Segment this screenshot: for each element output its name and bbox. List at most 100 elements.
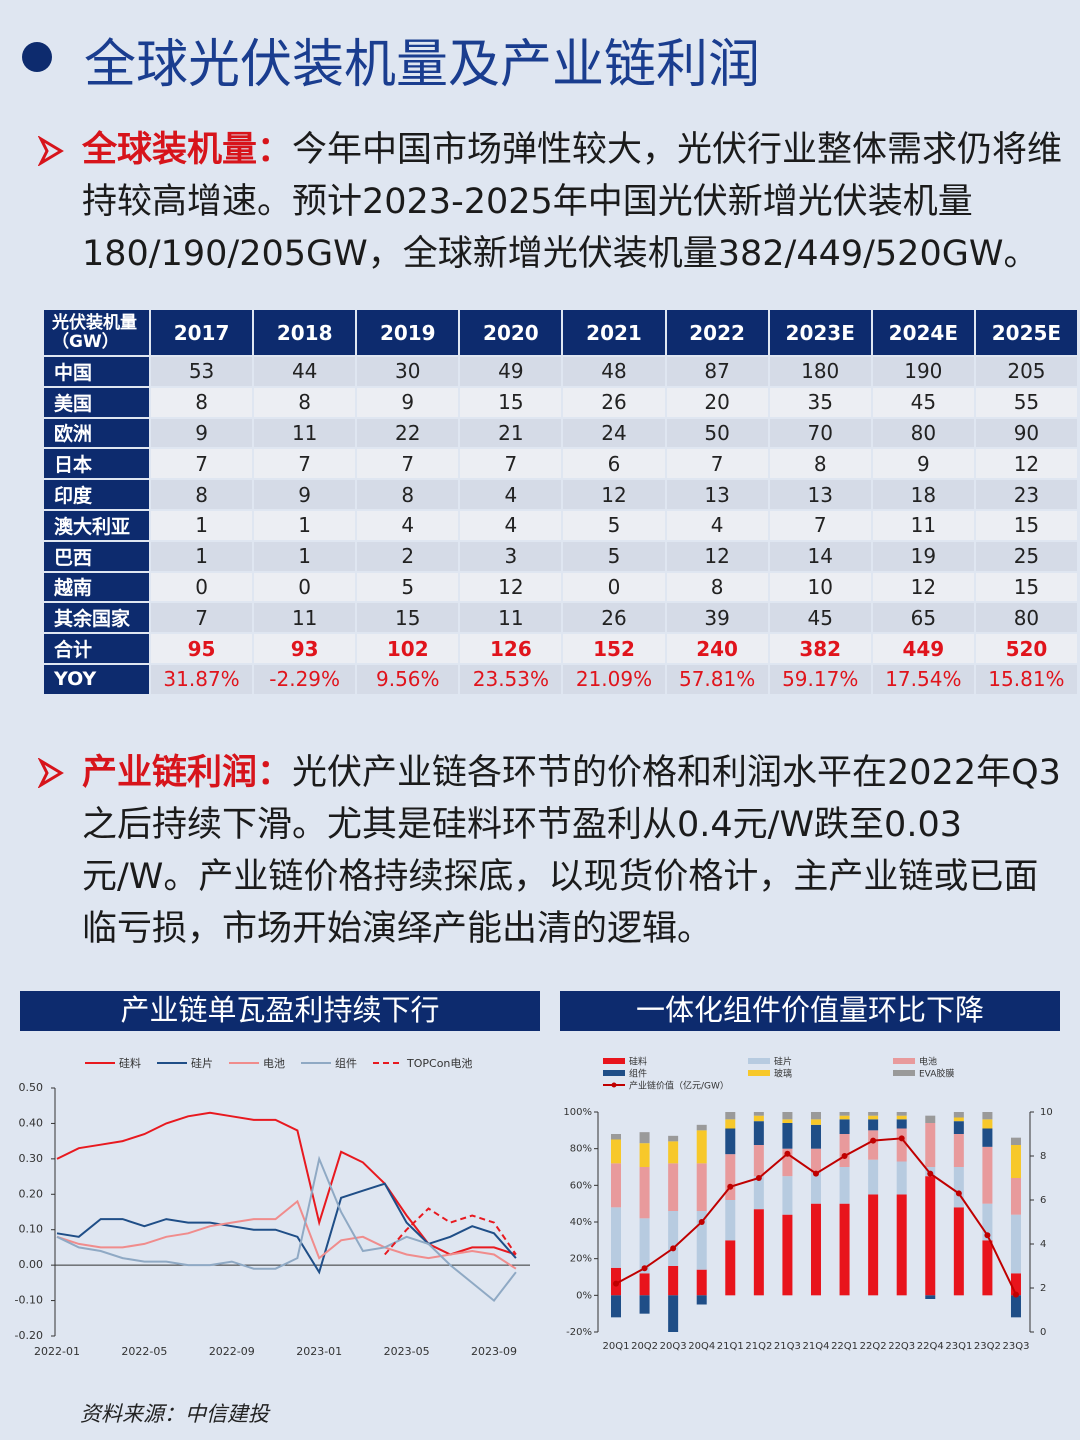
table-cell: 9 [151,418,253,448]
bar-segment [611,1139,621,1164]
bar-segment [810,1112,821,1120]
table-cell: 8 [357,480,459,509]
table-cell: 44 [254,357,356,386]
table-cell: 80 [872,418,974,448]
bar-segment [668,1211,679,1266]
table-cell: 15 [975,510,1077,540]
source-note: 资料来源：中信建投 [80,1402,269,1426]
table-cell: 50 [666,418,768,448]
legend-swatch [603,1070,625,1076]
x-tick-label: 2023-05 [384,1345,430,1358]
line-point [641,1265,648,1272]
table-row: 澳大利亚 1 1 4 4 5 4 7 11 15 [44,510,1077,540]
table-cell: 4 [460,510,562,540]
table-cell: 7 [357,449,459,479]
table-cell: 7 [151,603,253,633]
table-cell: 1 [254,541,356,571]
y-tick-label: -0.10 [15,1294,43,1307]
x-tick-label: 21Q4 [803,1341,830,1352]
table-cell: 7 [151,449,253,479]
legend-label: 硅料 [119,1056,141,1070]
table-cell: 20 [666,387,768,417]
table-cell: 17.54% [872,664,974,694]
legend-swatch [748,1070,770,1076]
chart-title: 一体化组件价值量环比下降 [636,993,984,1027]
bar-segment [953,1117,964,1122]
y-tick-label: 0.10 [19,1223,44,1236]
bar-segment [753,1209,764,1296]
table-cell: 22 [357,418,459,448]
row-label: 越南 [44,572,149,602]
bar-segment [1010,1137,1021,1145]
bar-segment [725,1112,736,1120]
legend-label: 产业链价值（亿元/GW） [629,1080,729,1092]
x-tick-label: 20Q3 [660,1341,687,1352]
row-label: 印度 [44,480,149,509]
y2-tick-label: 0 [1040,1327,1046,1338]
table-cell: 23.53% [460,664,562,694]
table-cell: 87 [666,357,768,386]
table-cell: 9 [254,480,356,509]
table-cell: 39 [666,603,768,633]
bar-segment [725,1128,736,1155]
bar-segment [868,1112,879,1116]
y2-tick-label: 4 [1040,1239,1046,1250]
line-point [727,1183,734,1190]
y2-tick-label: 2 [1040,1283,1046,1294]
x-tick-label: 21Q3 [774,1341,801,1352]
legend-label: 玻璃 [774,1068,792,1080]
legend-marker [611,1082,617,1088]
bar-segment [782,1214,793,1296]
bar-segment [782,1148,793,1177]
bar-segment [953,1134,964,1167]
table-cell: 12 [563,480,665,509]
table-cell: 8 [151,480,253,509]
table-cell: 55 [975,387,1077,417]
y-tick-label: -0.20 [15,1329,43,1342]
table-row: YOY 31.87% -2.29% 9.56% 23.53% 21.09% 57.81% 59… [44,664,1077,694]
x-tick-label: 23Q1 [945,1341,972,1352]
bar-segment [696,1130,707,1164]
table-cell: 5 [357,572,459,602]
table-cell: 8 [151,387,253,417]
line-point [613,1280,619,1287]
bar-segment [782,1112,793,1120]
bar-segment [896,1115,907,1120]
table-row: 越南 0 0 5 12 0 8 10 12 15 [44,572,1077,602]
bar-segment [753,1121,764,1145]
row-label: 其余国家 [44,603,149,633]
bar-segment [982,1203,993,1241]
line-series [56,1155,517,1303]
table-cell: 21.09% [563,664,665,694]
bar-segment [925,1115,936,1123]
table-cell: 12 [975,449,1077,479]
bar-segment [839,1203,850,1296]
table-header-cell: 2025E [975,310,1077,355]
table-row: 中国 53 44 30 49 48 87 180 190 205 [44,357,1077,386]
table-cell: 13 [769,480,871,509]
bar-segment [896,1161,907,1195]
line-point [670,1245,677,1252]
table-cell: 6 [563,449,665,479]
x-tick-label: 20Q4 [688,1341,715,1352]
table-cell: 5 [563,541,665,571]
bar-segment [896,1128,907,1162]
bar-segment [868,1119,879,1131]
row-label: YOY [44,664,149,694]
table-cell: 57.81% [666,664,768,694]
line-point [898,1135,905,1142]
table-cell: -2.29% [254,664,356,694]
legend-swatch [748,1058,770,1064]
chart-header [560,991,1060,1031]
table-cell: 45 [769,603,871,633]
row-label: 巴西 [44,541,149,571]
table-cell: 240 [666,634,768,663]
bar-segment [753,1115,764,1122]
bar-segment [782,1176,793,1215]
table-cell: 12 [460,572,562,602]
table-cell: 35 [769,387,871,417]
legend-label: 电池 [919,1056,937,1068]
arrow-icon [38,758,64,788]
table-cell: 7 [666,449,768,479]
x-tick-label: 23Q2 [974,1341,1001,1352]
